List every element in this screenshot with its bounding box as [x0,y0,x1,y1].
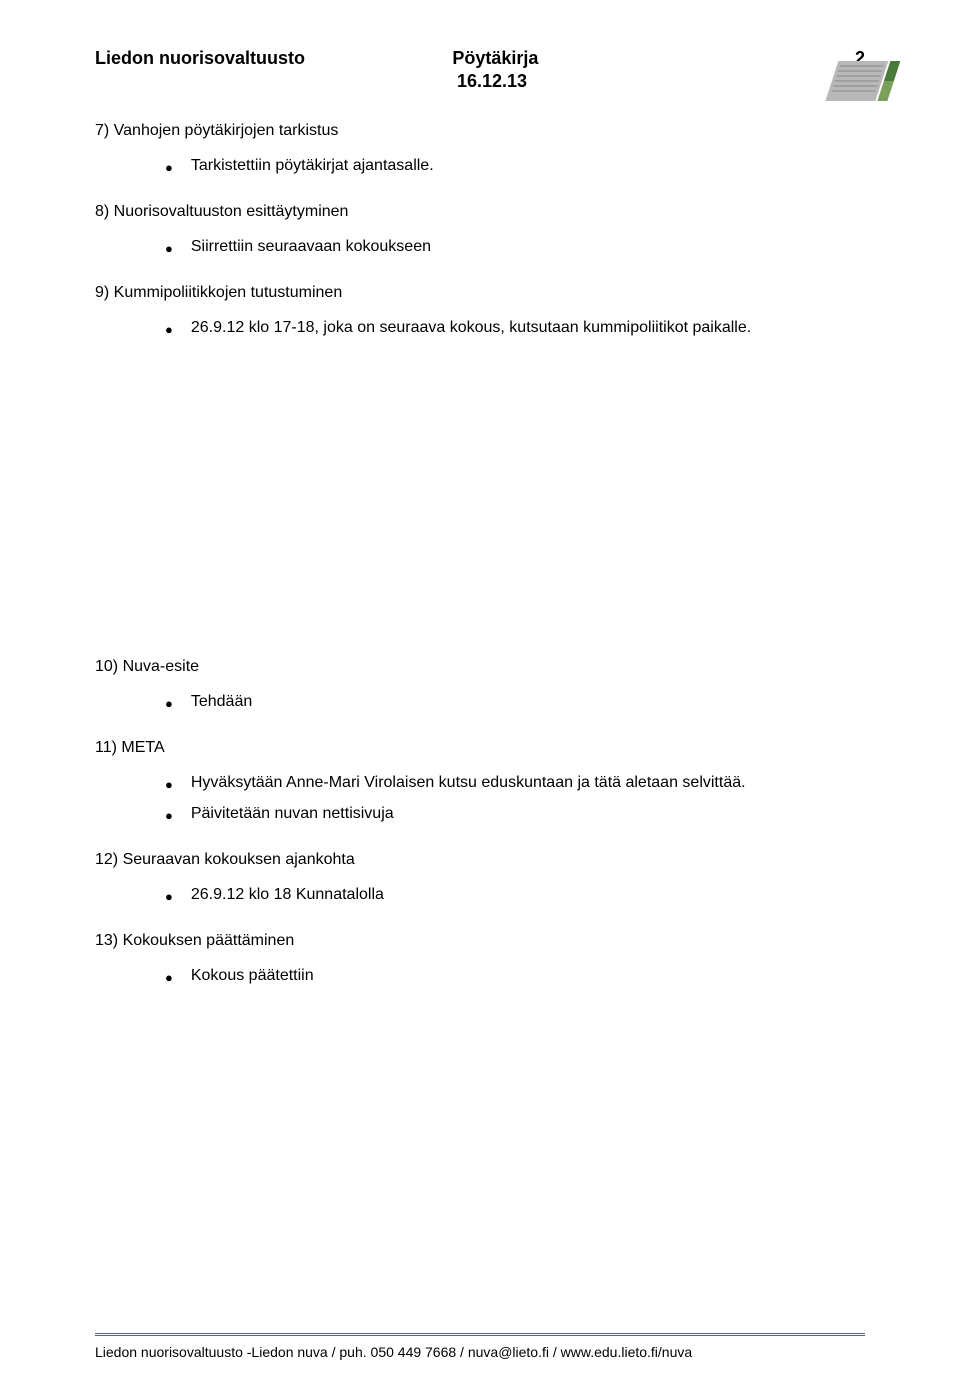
list-item: ● Hyväksytään Anne-Mari Virolaisen kutsu… [165,771,865,796]
list-item: ● 26.9.12 klo 18 Kunnatalolla [165,883,865,908]
bullet-text: Tehdään [191,690,865,715]
list-item: ● Kokous päätettiin [165,964,865,989]
content-gap [95,354,865,634]
section-7-list: ● Tarkistettiin pöytäkirjat ajantasalle. [165,154,865,179]
bullet-icon: ● [165,694,173,714]
section-9-heading: 9) Kummipoliitikkojen tutustuminen [95,284,865,302]
section-10-heading: 10) Nuva-esite [95,658,865,676]
header-date: 16.12.13 [95,71,865,92]
bullet-text: Päivitetään nuvan nettisivuja [191,802,865,827]
section-8-heading: 8) Nuorisovaltuuston esittäytyminen [95,203,865,221]
section-7-heading: 7) Vanhojen pöytäkirjojen tarkistus [95,122,865,140]
footer-text: Liedon nuorisovaltuusto -Liedon nuva / p… [95,1344,692,1360]
section-9-list: ● 26.9.12 klo 17-18, joka on seuraava ko… [165,316,865,341]
section-11-list: ● Hyväksytään Anne-Mari Virolaisen kutsu… [165,771,865,827]
header-doc-type: Pöytäkirja [412,48,769,69]
bullet-icon: ● [165,239,173,259]
header-row: Liedon nuorisovaltuusto Pöytäkirja 2 [95,48,865,69]
list-item: ● Siirrettiin seuraavaan kokoukseen [165,235,865,260]
header-org: Liedon nuorisovaltuusto [95,48,412,69]
section-8-list: ● Siirrettiin seuraavaan kokoukseen [165,235,865,260]
list-item: ● Tehdään [165,690,865,715]
bullet-icon: ● [165,968,173,988]
section-13-list: ● Kokous päätettiin [165,964,865,989]
bullet-icon: ● [165,887,173,907]
bullet-text: Siirrettiin seuraavaan kokoukseen [191,235,865,260]
list-item: ● Päivitetään nuvan nettisivuja [165,802,865,827]
section-11-heading: 11) META [95,739,865,757]
bullet-icon: ● [165,775,173,795]
section-13-heading: 13) Kokouksen päättäminen [95,932,865,950]
bullet-text: Tarkistettiin pöytäkirjat ajantasalle. [191,154,865,179]
page-container: Liedon nuorisovaltuusto Pöytäkirja 2 16.… [0,0,960,1400]
bullet-text: Hyväksytään Anne-Mari Virolaisen kutsu e… [191,771,865,796]
bullet-text: 26.9.12 klo 18 Kunnatalolla [191,883,865,908]
section-12-heading: 12) Seuraavan kokouksen ajankohta [95,851,865,869]
bullet-icon: ● [165,320,173,340]
logo-image [820,56,900,116]
list-item: ● 26.9.12 klo 17-18, joka on seuraava ko… [165,316,865,341]
section-10-list: ● Tehdään [165,690,865,715]
bullet-icon: ● [165,806,173,826]
bullet-text: Kokous päätettiin [191,964,865,989]
bullet-icon: ● [165,158,173,178]
bullet-text: 26.9.12 klo 17-18, joka on seuraava koko… [191,316,865,341]
list-item: ● Tarkistettiin pöytäkirjat ajantasalle. [165,154,865,179]
section-12-list: ● 26.9.12 klo 18 Kunnatalolla [165,883,865,908]
footer-divider [95,1333,865,1336]
